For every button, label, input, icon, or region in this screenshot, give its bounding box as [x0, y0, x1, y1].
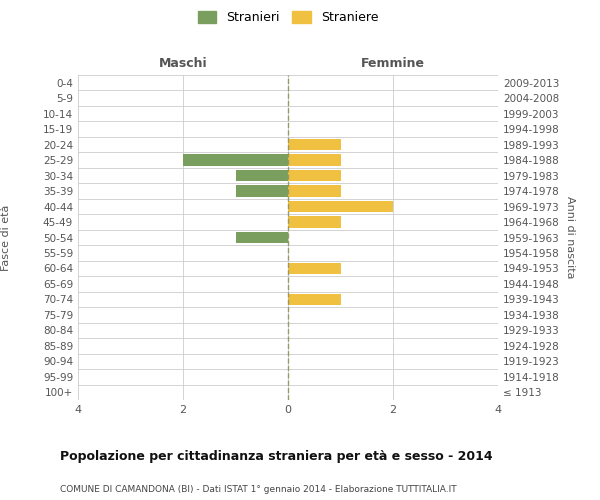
Bar [183, 154, 288, 166]
Bar [288, 154, 341, 166]
Bar [288, 170, 341, 181]
Bar [288, 216, 341, 228]
Bar [288, 200, 393, 212]
Text: Femmine: Femmine [361, 57, 425, 70]
Bar [288, 186, 341, 197]
Legend: Stranieri, Straniere: Stranieri, Straniere [193, 6, 383, 29]
Text: Anni di nascita: Anni di nascita [565, 196, 575, 279]
Text: Popolazione per cittadinanza straniera per età e sesso - 2014: Popolazione per cittadinanza straniera p… [60, 450, 493, 463]
Text: COMUNE DI CAMANDONA (BI) - Dati ISTAT 1° gennaio 2014 - Elaborazione TUTTITALIA.: COMUNE DI CAMANDONA (BI) - Dati ISTAT 1°… [60, 485, 457, 494]
Text: Fasce di età: Fasce di età [1, 204, 11, 270]
Bar [288, 294, 341, 305]
Bar [235, 232, 288, 243]
Bar [288, 139, 341, 150]
Bar [235, 186, 288, 197]
Bar [288, 262, 341, 274]
Text: Maschi: Maschi [158, 57, 208, 70]
Bar [235, 170, 288, 181]
